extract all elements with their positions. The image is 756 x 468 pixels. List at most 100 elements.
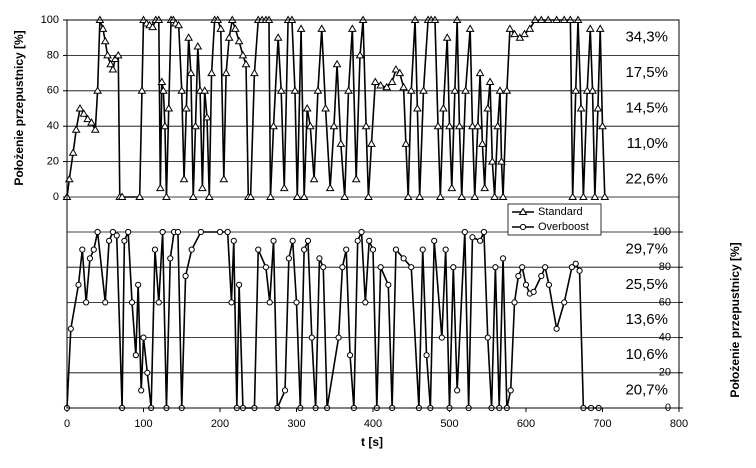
triangle-marker — [191, 121, 200, 130]
triangle-marker — [579, 192, 588, 200]
circle-marker — [230, 237, 237, 244]
triangle-marker — [344, 86, 353, 94]
triangle-marker — [224, 33, 234, 41]
circle-marker — [519, 264, 526, 271]
circle-marker — [67, 325, 74, 332]
triangle-marker — [186, 68, 196, 77]
triangle-marker — [475, 68, 485, 77]
y2-tick-label: 100 — [653, 226, 671, 238]
triangle-marker — [325, 183, 335, 192]
triangle-marker — [250, 68, 259, 77]
circle-marker — [224, 228, 231, 236]
series-line — [66, 230, 599, 409]
triangle-marker — [525, 24, 535, 32]
triangle-marker — [403, 192, 413, 200]
triangle-marker — [351, 174, 361, 183]
circle-marker — [197, 228, 204, 236]
circle-marker — [132, 352, 139, 359]
triangle-marker — [498, 192, 508, 200]
circle-marker — [109, 228, 117, 236]
circle-marker — [354, 237, 361, 244]
triangle-marker — [588, 86, 597, 94]
triangle-marker — [103, 50, 112, 59]
circle-marker — [385, 281, 392, 288]
circle-marker — [105, 237, 113, 244]
triangle-marker — [376, 80, 386, 89]
triangle-marker — [478, 139, 487, 147]
triangle-marker — [174, 20, 184, 29]
circle-marker — [138, 387, 145, 394]
triangle-marker — [480, 183, 490, 192]
triangle-marker — [401, 139, 411, 147]
band-share-label: 11,0% — [627, 135, 668, 152]
circle-marker — [507, 387, 514, 394]
triangle-marker — [68, 148, 78, 156]
triangle-marker — [148, 22, 158, 31]
triangle-marker — [266, 192, 275, 200]
triangle-marker — [487, 157, 497, 165]
triangle-marker — [100, 36, 110, 45]
triangle-marker — [485, 77, 495, 85]
circle-marker — [423, 352, 430, 359]
circle-marker — [135, 281, 142, 288]
triangle-marker — [483, 104, 493, 112]
circle-marker — [492, 264, 499, 271]
triangle-marker — [181, 104, 191, 112]
triangle-marker — [585, 24, 595, 32]
band-share-label: 17,5% — [625, 64, 668, 81]
circle-marker — [216, 228, 224, 236]
triangle-marker — [433, 121, 443, 130]
circle-marker — [293, 299, 300, 306]
circle-marker — [266, 299, 273, 306]
triangle-marker — [382, 82, 392, 91]
triangle-marker — [184, 33, 194, 41]
circle-marker — [408, 264, 415, 271]
band-share-label: 13,6% — [625, 311, 668, 328]
circle-marker — [155, 299, 162, 306]
circle-marker — [572, 260, 579, 267]
triangle-marker — [64, 174, 74, 183]
circle-marker — [174, 228, 182, 236]
triangle-marker — [177, 86, 187, 94]
triangle-marker — [465, 24, 475, 32]
triangle-marker — [520, 29, 529, 38]
circle-marker — [140, 334, 147, 341]
triangle-marker — [336, 139, 346, 147]
triangle-marker — [361, 121, 371, 130]
triangle-marker — [510, 29, 519, 38]
triangle-marker — [157, 77, 167, 85]
circle-marker — [236, 281, 243, 288]
circle-marker — [262, 264, 269, 271]
circle-marker — [301, 246, 308, 253]
triangle-marker — [419, 86, 428, 94]
y2-axis-title: Położenie przepustnicy [%] — [728, 242, 742, 397]
triangle-marker — [442, 33, 452, 41]
legend-marker — [519, 223, 527, 231]
triangle-marker — [221, 68, 231, 77]
triangle-marker — [204, 192, 214, 200]
circle-marker — [316, 255, 323, 262]
circle-marker — [125, 228, 132, 236]
triangle-marker — [246, 192, 255, 200]
triangle-marker — [364, 192, 373, 200]
circle-marker — [102, 299, 109, 306]
plot-frame — [66, 19, 680, 409]
x-tick-label: 300 — [287, 418, 305, 430]
circle-marker — [94, 228, 101, 236]
circle-marker — [188, 246, 195, 253]
circle-marker — [281, 387, 289, 394]
circle-marker — [304, 237, 312, 244]
circle-marker — [339, 264, 346, 271]
circle-marker — [362, 299, 369, 306]
triangle-marker — [75, 104, 85, 112]
circle-marker — [454, 387, 461, 394]
triangle-marker — [415, 192, 425, 200]
triangle-marker — [495, 86, 505, 94]
triangle-marker — [241, 59, 251, 68]
circle-marker — [568, 264, 576, 271]
circle-marker — [255, 246, 262, 253]
circle-marker — [477, 237, 484, 244]
triangle-marker — [321, 104, 330, 112]
triangle-marker — [108, 65, 118, 73]
triangle-marker — [87, 118, 96, 126]
